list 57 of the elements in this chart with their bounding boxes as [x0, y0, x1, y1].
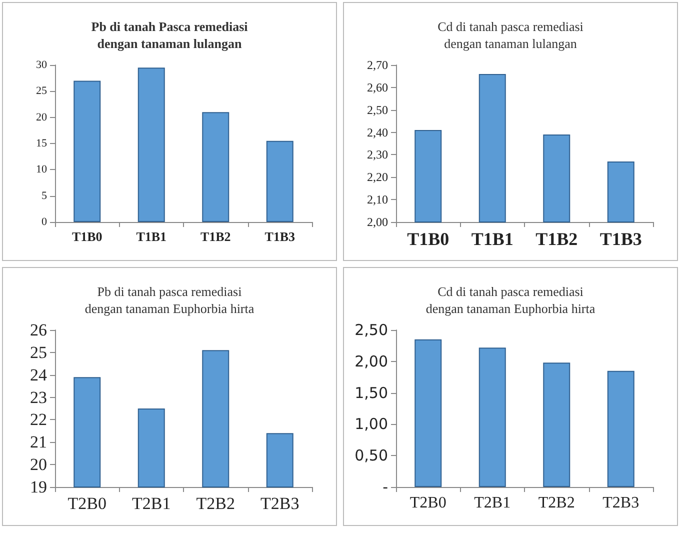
bar: [266, 140, 294, 222]
y-tick-label: 0: [42, 216, 48, 228]
chart-title: Pb di tanah pasca remediasi dengan tanaman Euphorbia hirta: [84, 284, 254, 316]
y-tick-label: 2,10: [367, 192, 388, 207]
y-tick-label: 2,00: [367, 215, 388, 229]
chart-title: Cd di tanah pasca remediasi dengan tanaman Euphorbia hirta: [426, 284, 596, 316]
x-tick-label: T1B2: [536, 229, 578, 249]
bar: [414, 339, 442, 487]
chart-title: Cd di tanah pasca remediasi dengan tanaman lulangan: [438, 19, 584, 51]
y-tick-label: 2,50: [367, 102, 388, 117]
bar: [202, 112, 230, 222]
y-tick-label: 1,00: [354, 415, 388, 434]
bar: [543, 362, 570, 487]
x-tick-label: T2B2: [538, 494, 575, 512]
x-tick-label: T2B0: [68, 494, 106, 513]
x-tick-label: T1B0: [72, 229, 102, 244]
chart-title: Pb di tanah Pasca remediasi dengan tanaman lulangan: [91, 19, 248, 51]
y-tick-label: 26: [30, 320, 47, 340]
x-tick-label: T1B2: [200, 229, 231, 244]
x-tick-label: T1B1: [471, 229, 514, 249]
y-tick-label: 25: [36, 85, 48, 98]
y-tick-label: -: [382, 478, 388, 496]
x-tick-label: T1B1: [136, 229, 167, 244]
y-tick-label: 20: [36, 111, 48, 124]
y-tick-label: 30: [36, 59, 48, 71]
y-tick-label: 19: [30, 478, 47, 496]
y-tick-label: 21: [30, 432, 47, 452]
y-tick-label: 20: [30, 455, 47, 474]
y-tick-label: 2,70: [367, 58, 388, 72]
x-tick-label: T1B3: [264, 229, 296, 244]
x-tick-label: T2B1: [132, 494, 171, 513]
y-tick-label: 2,40: [367, 125, 388, 140]
y-tick-label: 24: [30, 365, 48, 384]
x-tick-label: T2B3: [260, 494, 300, 513]
bar: [607, 370, 634, 487]
y-tick-label: 1,50: [354, 384, 388, 402]
y-tick-label: 2,00: [354, 352, 388, 370]
y-tick-label: 23: [30, 388, 47, 407]
y-tick-label: 25: [30, 342, 47, 362]
y-tick-label: 2,50: [354, 321, 388, 339]
bar: [138, 68, 165, 222]
y-tick-label: 5: [42, 190, 48, 202]
x-tick-label: T2B2: [196, 494, 235, 513]
x-tick-label: T2B0: [410, 494, 446, 512]
y-tick-label: 10: [36, 164, 48, 176]
x-tick-label: T1B3: [600, 229, 642, 249]
y-tick-label: 2,30: [367, 148, 388, 162]
x-tick-label: T2B1: [474, 494, 511, 512]
bar: [74, 80, 101, 222]
y-tick-label: 2,20: [367, 170, 388, 184]
x-tick-label: T1B0: [407, 229, 450, 249]
y-tick-label: 22: [30, 410, 47, 430]
bar: [478, 348, 506, 487]
y-tick-label: 2,60: [367, 80, 388, 94]
x-tick-label: T2B3: [602, 494, 640, 512]
y-tick-label: 0,50: [354, 446, 388, 465]
y-tick-label: 15: [36, 138, 48, 150]
